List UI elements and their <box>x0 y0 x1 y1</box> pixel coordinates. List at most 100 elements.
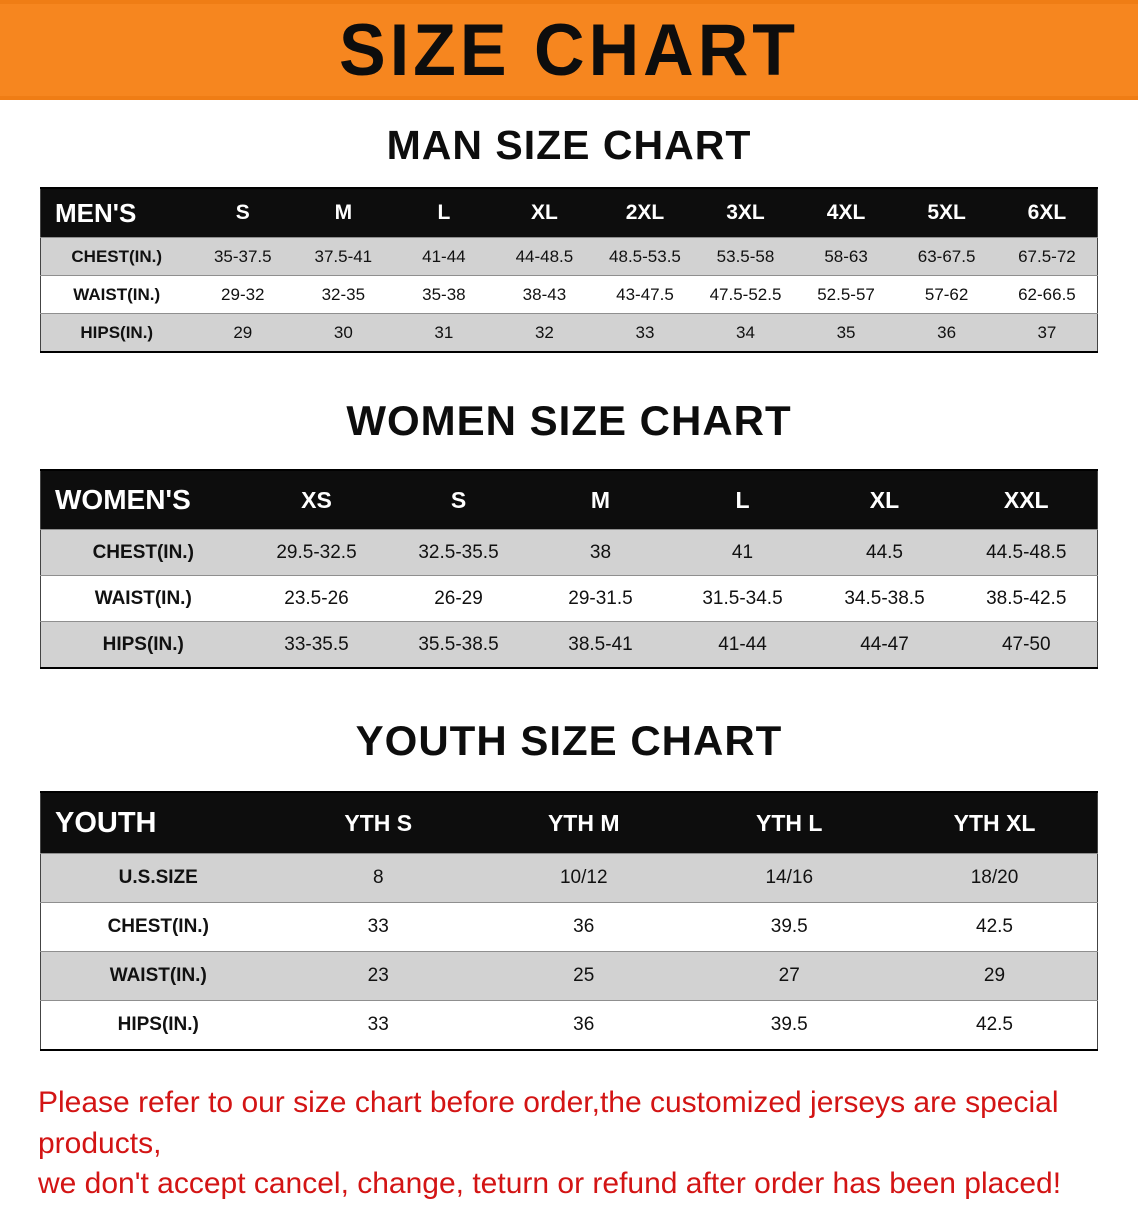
measurement-value: 44-48.5 <box>494 237 595 276</box>
size-column-header: L <box>671 470 814 530</box>
size-column-header: L <box>393 188 495 238</box>
measurement-value: 38-43 <box>494 275 595 314</box>
table-row: WAIST(IN.) 29-32 32-35 35-38 38-43 43-47.5 47.… <box>40 275 1098 314</box>
measurement-value: 67.5-72 <box>996 237 1098 276</box>
measurement-value: 58-63 <box>795 237 897 276</box>
measurement-label: U.S.SIZE <box>40 853 276 903</box>
table-row: CHEST(IN.) 29.5-32.5 32.5-35.5 38 41 44.5 44.5… <box>40 529 1098 576</box>
measurement-label: WAIST(IN.) <box>40 575 246 622</box>
size-column-header: XS <box>245 470 388 530</box>
footer-line-1: Please refer to our size chart before or… <box>38 1086 1059 1160</box>
measurement-value: 53.5-58 <box>695 237 796 276</box>
women-size-table: WOMEN'S XS S M L XL XXL CHEST(IN.) 29.5-32.5 32.5… <box>40 469 1098 669</box>
measurement-label: CHEST(IN.) <box>40 529 246 576</box>
size-column-header: YTH L <box>686 792 892 854</box>
measurement-value: 29.5-32.5 <box>245 529 388 576</box>
measurement-label: HIPS(IN.) <box>40 1000 276 1050</box>
measurement-value: 33-35.5 <box>245 621 388 668</box>
size-column-header: 2XL <box>594 188 696 238</box>
measurement-value: 23.5-26 <box>245 575 388 622</box>
measurement-value: 29-31.5 <box>529 575 672 622</box>
size-chart-banner: SIZE CHART <box>0 0 1138 100</box>
measurement-label: WAIST(IN.) <box>40 275 193 314</box>
size-column-header: S <box>387 470 530 530</box>
measurement-value: 34.5-38.5 <box>813 575 956 622</box>
measurement-value: 29 <box>892 951 1098 1001</box>
measurement-value: 29 <box>192 313 294 352</box>
size-column-header: XXL <box>955 470 1098 530</box>
measurement-value: 35 <box>795 313 897 352</box>
size-column-header: S <box>192 188 294 238</box>
measurement-value: 33 <box>275 902 481 952</box>
table-header-row: YOUTH YTH S YTH M YTH L YTH XL <box>40 792 1098 854</box>
men-size-table: MEN'S S M L XL 2XL 3XL 4XL 5XL 6XL CHEST(IN.) 35-37… <box>40 187 1098 353</box>
table-row: CHEST(IN.) 33 36 39.5 42.5 <box>40 902 1098 952</box>
measurement-value: 38.5-41 <box>529 621 672 668</box>
measurement-value: 38.5-42.5 <box>955 575 1098 622</box>
size-column-header: YTH XL <box>892 792 1098 854</box>
measurement-value: 35-38 <box>393 275 495 314</box>
table-row: WAIST(IN.) 23.5-26 26-29 29-31.5 31.5-34.5 34… <box>40 575 1098 622</box>
measurement-value: 8 <box>275 853 481 903</box>
measurement-value: 42.5 <box>892 1000 1098 1050</box>
size-column-header: 6XL <box>996 188 1098 238</box>
measurement-value: 33 <box>594 313 696 352</box>
table-group-label: WOMEN'S <box>40 470 246 530</box>
measurement-value: 63-67.5 <box>896 237 997 276</box>
measurement-label: WAIST(IN.) <box>40 951 276 1001</box>
measurement-value: 31.5-34.5 <box>671 575 814 622</box>
measurement-value: 34 <box>695 313 796 352</box>
measurement-value: 44-47 <box>813 621 956 668</box>
size-column-header: 4XL <box>795 188 897 238</box>
table-header-row: MEN'S S M L XL 2XL 3XL 4XL 5XL 6XL <box>40 188 1098 238</box>
measurement-value: 35-37.5 <box>192 237 294 276</box>
measurement-value: 41-44 <box>393 237 495 276</box>
size-table-grid: WOMEN'S XS S M L XL XXL CHEST(IN.) 29.5-32.5 32.5… <box>40 469 1098 669</box>
measurement-value: 42.5 <box>892 902 1098 952</box>
measurement-value: 30 <box>293 313 394 352</box>
measurement-value: 38 <box>529 529 672 576</box>
measurement-value: 32-35 <box>293 275 394 314</box>
size-table-grid: MEN'S S M L XL 2XL 3XL 4XL 5XL 6XL CHEST(IN.) 35-37… <box>40 187 1098 353</box>
measurement-value: 32 <box>494 313 595 352</box>
size-column-header: M <box>293 188 394 238</box>
table-row: HIPS(IN.) 33 36 39.5 42.5 <box>40 1000 1098 1050</box>
measurement-value: 39.5 <box>686 902 892 952</box>
table-row: WAIST(IN.) 23 25 27 29 <box>40 951 1098 1001</box>
youth-size-table: YOUTH YTH S YTH M YTH L YTH XL U.S.SIZE 8 10/12… <box>40 791 1098 1051</box>
footer-line-2: we don't accept cancel, change, teturn o… <box>38 1167 1062 1200</box>
size-column-header: 3XL <box>695 188 796 238</box>
size-table-grid: YOUTH YTH S YTH M YTH L YTH XL U.S.SIZE 8 10/12… <box>40 791 1098 1051</box>
size-column-header: YTH S <box>275 792 481 854</box>
man-section-title: MAN SIZE CHART <box>386 122 752 168</box>
measurement-value: 39.5 <box>686 1000 892 1050</box>
measurement-value: 31 <box>393 313 495 352</box>
footer-note: Please refer to our size chart before or… <box>0 1083 1138 1205</box>
table-row: HIPS(IN.) 33-35.5 35.5-38.5 38.5-41 41-44 44-… <box>40 621 1098 668</box>
measurement-value: 33 <box>275 1000 481 1050</box>
measurement-value: 57-62 <box>896 275 997 314</box>
measurement-value: 36 <box>481 902 687 952</box>
measurement-value: 62-66.5 <box>996 275 1098 314</box>
table-group-label: YOUTH <box>40 792 276 854</box>
measurement-label: CHEST(IN.) <box>40 902 276 952</box>
measurement-value: 47-50 <box>955 621 1098 668</box>
measurement-value: 44.5-48.5 <box>955 529 1098 576</box>
size-column-header: M <box>529 470 672 530</box>
table-row: CHEST(IN.) 35-37.5 37.5-41 41-44 44-48.5 48.5… <box>40 237 1098 276</box>
measurement-value: 52.5-57 <box>795 275 897 314</box>
measurement-value: 41 <box>671 529 814 576</box>
measurement-value: 37 <box>996 313 1098 352</box>
table-row: U.S.SIZE 8 10/12 14/16 18/20 <box>40 853 1098 903</box>
measurement-value: 35.5-38.5 <box>387 621 530 668</box>
measurement-label: CHEST(IN.) <box>40 237 193 276</box>
measurement-value: 14/16 <box>686 853 892 903</box>
measurement-value: 32.5-35.5 <box>387 529 530 576</box>
measurement-value: 10/12 <box>481 853 687 903</box>
size-column-header: YTH M <box>481 792 687 854</box>
measurement-value: 25 <box>481 951 687 1001</box>
measurement-value: 48.5-53.5 <box>594 237 696 276</box>
size-column-header: 5XL <box>896 188 997 238</box>
measurement-value: 41-44 <box>671 621 814 668</box>
size-column-header: XL <box>494 188 595 238</box>
